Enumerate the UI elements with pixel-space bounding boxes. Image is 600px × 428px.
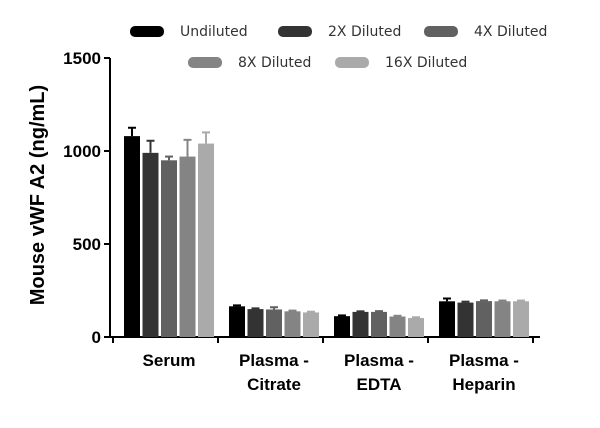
legend-label: Undiluted [180, 24, 248, 40]
bar [303, 312, 319, 337]
bar [408, 318, 424, 337]
bar [439, 301, 455, 337]
bar [229, 306, 245, 337]
legend-label: 16X Diluted [385, 55, 467, 71]
bar [513, 301, 529, 337]
bar [389, 316, 406, 337]
legend-label: 8X Diluted [238, 55, 311, 71]
bar [247, 309, 264, 337]
legend-label: 4X Diluted [474, 24, 547, 40]
y-axis-label: Mouse vWF A2 (ng/mL) [27, 85, 49, 305]
x-category-label: Heparin [452, 375, 515, 394]
legend-swatch [130, 26, 164, 37]
y-tick-label: 0 [92, 328, 101, 347]
bar [179, 156, 196, 337]
bar [334, 316, 350, 337]
x-category-label: Serum [143, 351, 196, 370]
legend-swatch [188, 57, 222, 68]
bar [284, 311, 301, 337]
bars [124, 126, 529, 337]
bar [476, 301, 492, 337]
bar [457, 302, 474, 337]
bar [494, 301, 511, 337]
x-category-label: Plasma - [239, 351, 309, 370]
category-labels: Serum Plasma - Citrate Plasma - EDTA Plasma -… [143, 351, 519, 394]
y-tick-label: 500 [73, 235, 101, 254]
y-tick-label: 1000 [63, 142, 101, 161]
legend-swatch [335, 57, 369, 68]
legend: Undiluted 2X Diluted 4X Diluted 8X Diluted 1… [130, 24, 547, 71]
legend-label: 2X Diluted [328, 24, 401, 40]
x-category-label: EDTA [356, 375, 401, 394]
x-category-label: Plasma - [344, 351, 414, 370]
bar [142, 152, 159, 337]
bar [352, 311, 369, 337]
y-tick-label: 1500 [63, 49, 101, 68]
bar [198, 143, 214, 337]
legend-swatch [424, 26, 458, 37]
x-category-label: Citrate [247, 375, 301, 394]
bar [266, 309, 282, 337]
x-category-label: Plasma - [449, 351, 519, 370]
bar [124, 136, 140, 337]
bar [161, 160, 177, 337]
bar [371, 311, 387, 337]
legend-swatch [278, 26, 312, 37]
